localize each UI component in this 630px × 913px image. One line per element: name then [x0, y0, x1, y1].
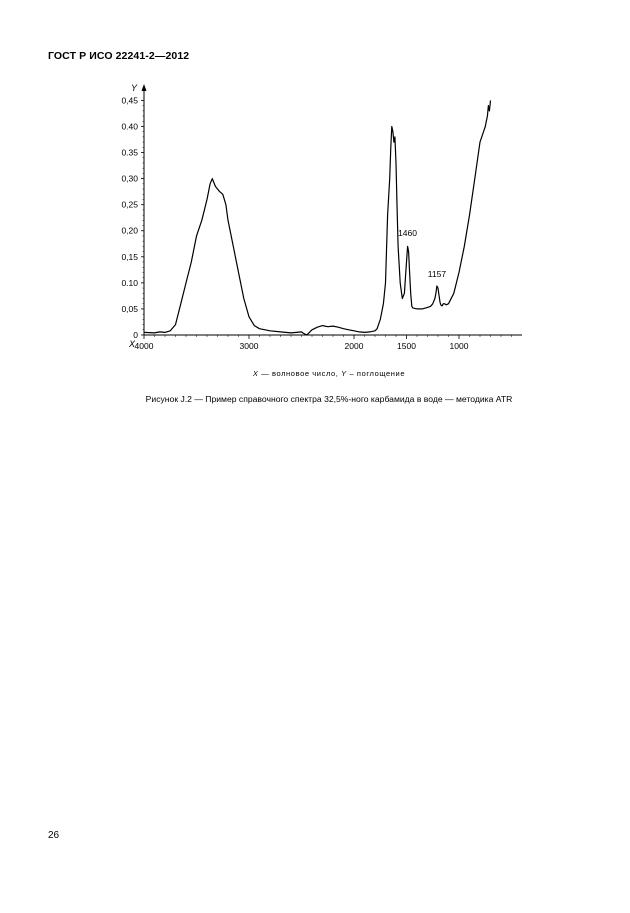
- x-tick-label: 3000: [240, 341, 259, 351]
- y-tick-label: 0,05: [121, 304, 138, 314]
- peak-label: 1157: [428, 269, 447, 279]
- x-tick-label: 1500: [397, 341, 416, 351]
- axis-caption-x-symbol: X: [252, 369, 259, 378]
- y-tick-label: 0,25: [121, 200, 138, 210]
- axis-caption-y-symbol: Y: [341, 369, 347, 378]
- y-axis-letter: Y: [131, 83, 138, 93]
- axis-caption-y-text: – поглощение: [349, 369, 406, 378]
- x-tick-label: 2000: [345, 341, 364, 351]
- y-tick-label: 0.40: [121, 121, 138, 131]
- figure-caption: Рисунок J.2 — Пример справочного спектра…: [145, 394, 513, 404]
- y-tick-label: 0,45: [121, 95, 138, 105]
- y-axis-arrow: [141, 84, 147, 91]
- page-number: 26: [48, 830, 60, 841]
- spectrum-line: [143, 100, 492, 336]
- axis-caption-x-text: — волновое число,: [261, 369, 339, 378]
- y-tick-label: 0,15: [121, 252, 138, 262]
- axis-caption: X — волновое число, Y – поглощение: [0, 369, 630, 378]
- x-axis-letter: X: [128, 339, 136, 349]
- y-tick-label: 0,20: [121, 226, 138, 236]
- document-header: ГОСТ Р ИСО 22241-2—2012: [48, 50, 190, 62]
- peak-label: 1460: [398, 228, 417, 238]
- y-tick-label: 0.10: [121, 278, 138, 288]
- y-tick-label: 0,30: [121, 174, 138, 184]
- y-tick-label: 0.35: [121, 148, 138, 158]
- x-tick-label: 1000: [450, 341, 469, 351]
- y-tick-label: 0: [133, 330, 138, 340]
- x-tick-label: 4000: [135, 341, 154, 351]
